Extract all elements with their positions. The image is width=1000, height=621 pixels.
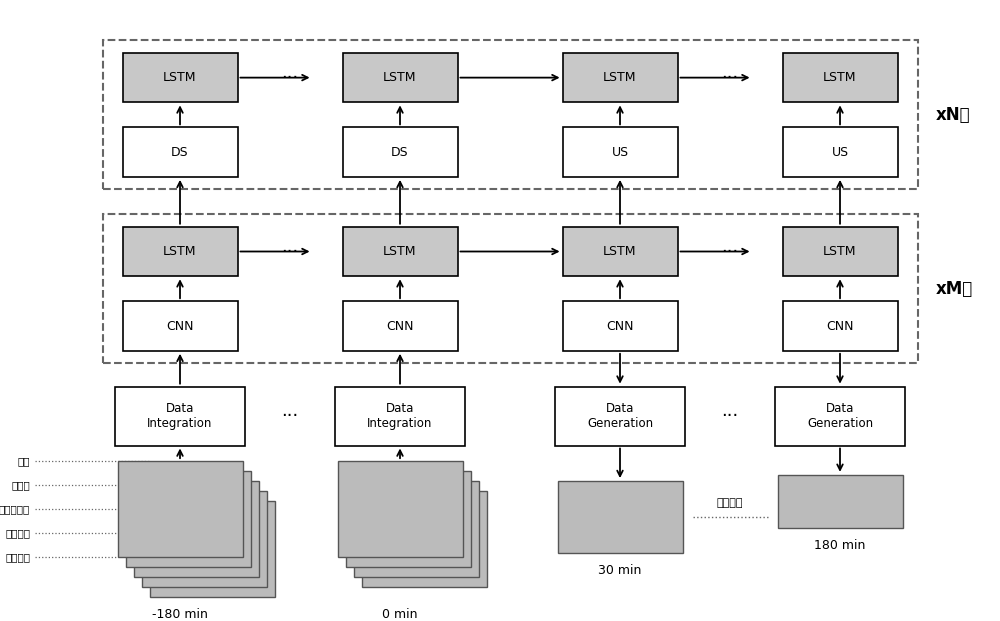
Text: LSTM: LSTM [823, 245, 857, 258]
Text: ···: ··· [721, 243, 739, 260]
Text: 180 min: 180 min [814, 539, 866, 552]
Text: LSTM: LSTM [383, 71, 417, 84]
Bar [555, 386, 685, 446]
Bar [562, 227, 678, 276]
Text: LSTM: LSTM [603, 71, 637, 84]
Text: 0 min: 0 min [382, 609, 418, 621]
Text: DS: DS [391, 146, 409, 158]
Bar [103, 40, 918, 189]
Bar [558, 481, 682, 553]
Bar [150, 501, 274, 597]
Bar [338, 461, 462, 558]
Bar [346, 471, 471, 568]
Text: LSTM: LSTM [823, 71, 857, 84]
Bar [782, 127, 898, 177]
Text: 卫星数据: 卫星数据 [5, 528, 30, 538]
Text: 经纬度: 经纬度 [11, 480, 30, 490]
Text: Data
Integration: Data Integration [367, 402, 433, 430]
Text: US: US [831, 146, 849, 158]
Bar [562, 301, 678, 351]
Text: DS: DS [171, 146, 189, 158]
Text: ···: ··· [281, 407, 299, 425]
Bar [342, 53, 458, 102]
Text: Data
Integration: Data Integration [147, 402, 213, 430]
Text: 雷达数据: 雷达数据 [5, 552, 30, 563]
Text: 雷达数据: 雷达数据 [717, 498, 743, 508]
Bar [362, 491, 487, 587]
Bar [354, 481, 479, 578]
Bar [782, 301, 898, 351]
Text: Data
Generation: Data Generation [587, 402, 653, 430]
Bar [122, 301, 238, 351]
Bar [122, 53, 238, 102]
Text: CNN: CNN [166, 320, 194, 332]
Text: xM层: xM层 [936, 280, 973, 297]
Bar [103, 214, 918, 363]
Text: -180 min: -180 min [152, 609, 208, 621]
Bar [342, 127, 458, 177]
Text: CNN: CNN [826, 320, 854, 332]
Text: LSTM: LSTM [163, 71, 197, 84]
Text: ···: ··· [721, 407, 739, 425]
Text: ···: ··· [721, 69, 739, 86]
Text: US: US [611, 146, 629, 158]
Text: LSTM: LSTM [603, 245, 637, 258]
Text: xN层: xN层 [936, 106, 970, 124]
Bar [342, 227, 458, 276]
Bar [562, 127, 678, 177]
Bar [778, 474, 902, 528]
Bar [126, 471, 250, 568]
Bar [342, 301, 458, 351]
Bar [775, 386, 905, 446]
Bar [335, 386, 465, 446]
Text: 30 min: 30 min [598, 564, 642, 578]
Bar [122, 227, 238, 276]
Text: CNN: CNN [386, 320, 414, 332]
Text: CNN: CNN [606, 320, 634, 332]
Bar [782, 53, 898, 102]
Bar [134, 481, 258, 578]
Text: ···: ··· [281, 69, 299, 86]
Text: Data
Generation: Data Generation [807, 402, 873, 430]
Text: ···: ··· [281, 243, 299, 260]
Text: LSTM: LSTM [383, 245, 417, 258]
Bar [115, 386, 245, 446]
Text: 海拔: 海拔 [18, 456, 30, 466]
Bar [562, 53, 678, 102]
Bar [142, 491, 266, 587]
Text: LSTM: LSTM [163, 245, 197, 258]
Bar [118, 461, 242, 558]
Bar [122, 127, 238, 177]
Bar [782, 227, 898, 276]
Text: 温度、风向: 温度、风向 [0, 504, 30, 514]
